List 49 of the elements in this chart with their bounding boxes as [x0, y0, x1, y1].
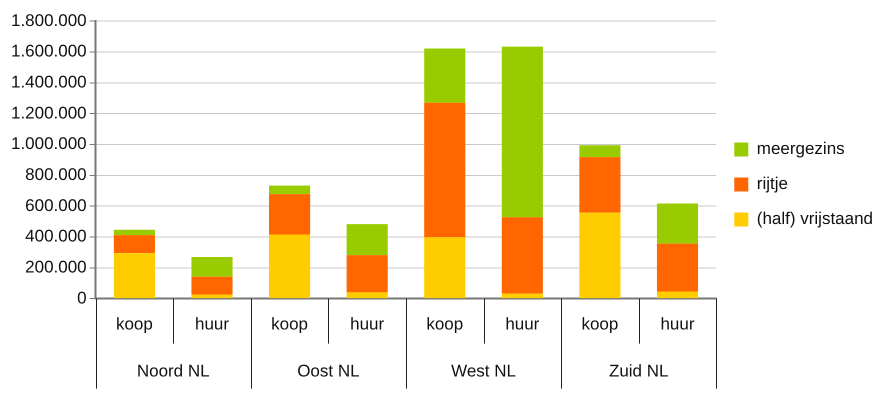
y-tick-label: 1.600.000 [10, 42, 87, 61]
bar [269, 186, 310, 194]
legend-label: rijtje [756, 174, 788, 194]
y-tick-label: 1.000.000 [10, 134, 87, 154]
bar [191, 294, 233, 298]
bar [346, 255, 388, 292]
y-tick-label: 200.000 [25, 257, 87, 276]
bar [579, 157, 620, 213]
bar [269, 194, 310, 234]
y-tick-label: 600.000 [25, 196, 87, 215]
x-tick-label: huur [350, 314, 385, 334]
x-tick-label: koop [271, 314, 308, 334]
bar [114, 253, 155, 298]
y-tick-label: 400.000 [25, 226, 87, 246]
x-tick-label: huur [194, 314, 230, 334]
bar [346, 292, 388, 298]
y-tick-label: 1.800.000 [10, 10, 87, 30]
bar [502, 294, 543, 298]
bar [656, 204, 698, 244]
y-tick-label: 0 [77, 288, 87, 308]
y-tick-label: 1.400.000 [10, 72, 87, 92]
bar [269, 234, 310, 298]
x-tick-label: koop [116, 314, 153, 334]
text: Zuid NL [608, 361, 668, 380]
bar [579, 145, 620, 158]
legend-label: meergezins [756, 139, 845, 158]
x-tick-label: koop [426, 314, 464, 334]
bar [191, 276, 233, 295]
x-tick-label: koop [581, 314, 618, 334]
bar [579, 212, 620, 298]
bar [502, 217, 543, 294]
text: Noord NL [136, 361, 210, 380]
x-tick-label: huur [660, 314, 695, 334]
bar [656, 292, 698, 298]
bar [114, 230, 155, 236]
text: Oost NL [297, 361, 360, 380]
bar [424, 237, 466, 298]
bar [191, 256, 233, 277]
y-tick-label: 800.000 [25, 165, 87, 184]
y-tick-label: 1.200.000 [10, 103, 87, 122]
bar [502, 46, 543, 218]
text: West NL [451, 361, 516, 380]
bar [424, 102, 466, 238]
bar [656, 244, 698, 292]
bar [346, 224, 388, 256]
bar [424, 48, 466, 103]
legend-label: (half) vrijstaand [756, 209, 874, 228]
x-tick-label: huur [505, 314, 540, 334]
bar [114, 235, 155, 254]
